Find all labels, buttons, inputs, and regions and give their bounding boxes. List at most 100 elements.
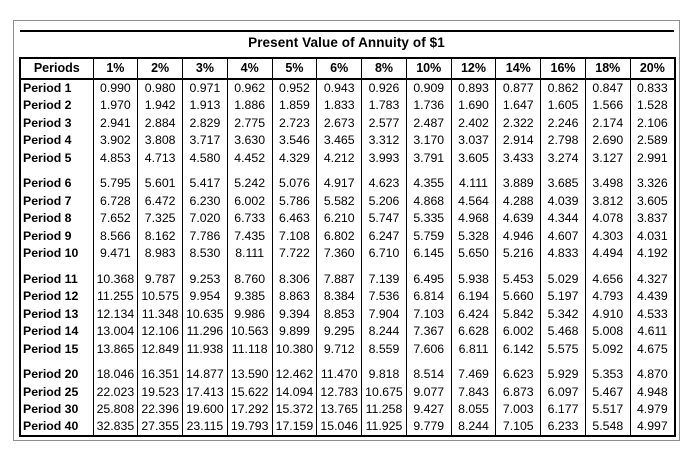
table-row: Period 3 2.941 2.884 2.829 2.775 2.723 2.673 2.…	[19, 114, 676, 132]
cell: 7.139	[361, 270, 407, 288]
cell: 22.396	[137, 400, 184, 418]
cell: 10.380	[271, 340, 318, 358]
cell: 3.902	[92, 131, 139, 149]
cell: 13.765	[316, 400, 363, 418]
cell: 6.097	[540, 383, 586, 401]
cell: 4.031	[629, 227, 676, 245]
cell: 7.469	[450, 365, 497, 383]
cell: 11.925	[361, 418, 407, 436]
row-label: Period 6	[19, 174, 94, 192]
row-label: Period 13	[19, 305, 94, 323]
cell: 5.092	[584, 340, 631, 358]
cell: 3.812	[584, 192, 631, 210]
group-spacer-row	[19, 262, 676, 270]
spacer-cell	[540, 262, 586, 270]
cell: 6.733	[226, 209, 273, 227]
cell: 12.849	[137, 340, 184, 358]
cell: 4.948	[629, 383, 676, 401]
table-row: Period 15 13.865 12.849 11.938 11.118 10.380 9…	[19, 340, 676, 358]
cell: 4.675	[629, 340, 676, 358]
cell: 3.312	[361, 131, 407, 149]
spacer-cell	[271, 357, 318, 366]
cell: 4.639	[495, 209, 542, 227]
cell: 5.468	[540, 322, 586, 340]
cell: 5.548	[584, 418, 631, 436]
spacer-cell	[540, 357, 586, 366]
cell: 1.528	[629, 96, 676, 114]
cell: 7.325	[137, 209, 184, 227]
cell: 1.859	[271, 96, 318, 114]
cell: 6.623	[495, 365, 542, 383]
cell: 5.660	[495, 287, 542, 305]
cell: 7.105	[495, 418, 542, 436]
cell: 8.983	[137, 244, 184, 262]
cell: 7.887	[316, 270, 363, 288]
cell: 4.833	[540, 244, 586, 262]
cell: 5.335	[405, 209, 452, 227]
cell: 5.517	[584, 400, 631, 418]
cell: 10.575	[137, 287, 184, 305]
cell: 14.877	[182, 365, 228, 383]
cell: 5.747	[361, 209, 407, 227]
cell: 5.216	[495, 244, 542, 262]
table-row: Period 4 3.902 3.808 3.717 3.630 3.546 3.465 3.…	[19, 131, 676, 149]
row-label: Period 15	[19, 340, 94, 358]
cell: 5.453	[495, 270, 542, 288]
spacer-cell	[584, 166, 631, 175]
cell: 8.244	[361, 322, 407, 340]
cell: 0.847	[584, 79, 631, 97]
cell: 3.808	[137, 131, 184, 149]
table-row: Period 20 18.046 16.351 14.877 13.590 12.462 1…	[19, 365, 676, 383]
cell: 5.076	[271, 174, 318, 192]
spacer-cell	[629, 262, 676, 270]
cell: 14.094	[271, 383, 318, 401]
row-label: Period 30	[19, 400, 94, 418]
cell: 1.833	[316, 96, 363, 114]
spacer-cell	[405, 357, 452, 366]
row-label: Period 14	[19, 322, 94, 340]
cell: 4.111	[450, 174, 497, 192]
cell: 11.255	[92, 287, 139, 305]
spacer-cell	[92, 166, 139, 175]
cell: 4.494	[584, 244, 631, 262]
cell: 3.170	[405, 131, 452, 149]
spacer-cell	[540, 166, 586, 175]
cell: 0.943	[316, 79, 363, 97]
cell: 8.384	[316, 287, 363, 305]
cell: 6.210	[316, 209, 363, 227]
cell: 3.433	[495, 149, 542, 167]
column-header: 20%	[629, 58, 676, 80]
cell: 12.106	[137, 322, 184, 340]
cell: 9.253	[182, 270, 228, 288]
spacer-cell	[405, 166, 452, 175]
table-row: Period 9 8.566 8.162 7.786 7.435 7.108 6.802 6.…	[19, 227, 676, 245]
cell: 6.873	[495, 383, 542, 401]
cell: 4.968	[450, 209, 497, 227]
cell: 9.986	[226, 305, 273, 323]
row-label: Period 3	[19, 114, 94, 132]
cell: 4.868	[405, 192, 452, 210]
cell: 4.192	[629, 244, 676, 262]
cell: 6.247	[361, 227, 407, 245]
cell: 6.230	[182, 192, 228, 210]
row-label: Period 12	[19, 287, 94, 305]
cell: 9.471	[92, 244, 139, 262]
row-label: Period 25	[19, 383, 94, 401]
cell: 10.635	[182, 305, 228, 323]
spacer-cell	[405, 262, 452, 270]
spacer-cell	[450, 357, 497, 366]
column-header: 10%	[405, 58, 452, 80]
cell: 3.498	[584, 174, 631, 192]
cell: 6.145	[405, 244, 452, 262]
cell: 15.046	[316, 418, 363, 436]
cell: 2.589	[629, 131, 676, 149]
row-label: Period 4	[19, 131, 94, 149]
table-row: Period 2 1.970 1.942 1.913 1.886 1.859 1.833 1.…	[19, 96, 676, 114]
cell: 4.355	[405, 174, 452, 192]
table-row: Period 5 4.853 4.713 4.580 4.452 4.329 4.212 3.…	[19, 149, 676, 167]
cell: 6.424	[450, 305, 497, 323]
cell: 5.786	[271, 192, 318, 210]
cell: 2.673	[316, 114, 363, 132]
cell: 5.206	[361, 192, 407, 210]
cell: 4.452	[226, 149, 273, 167]
